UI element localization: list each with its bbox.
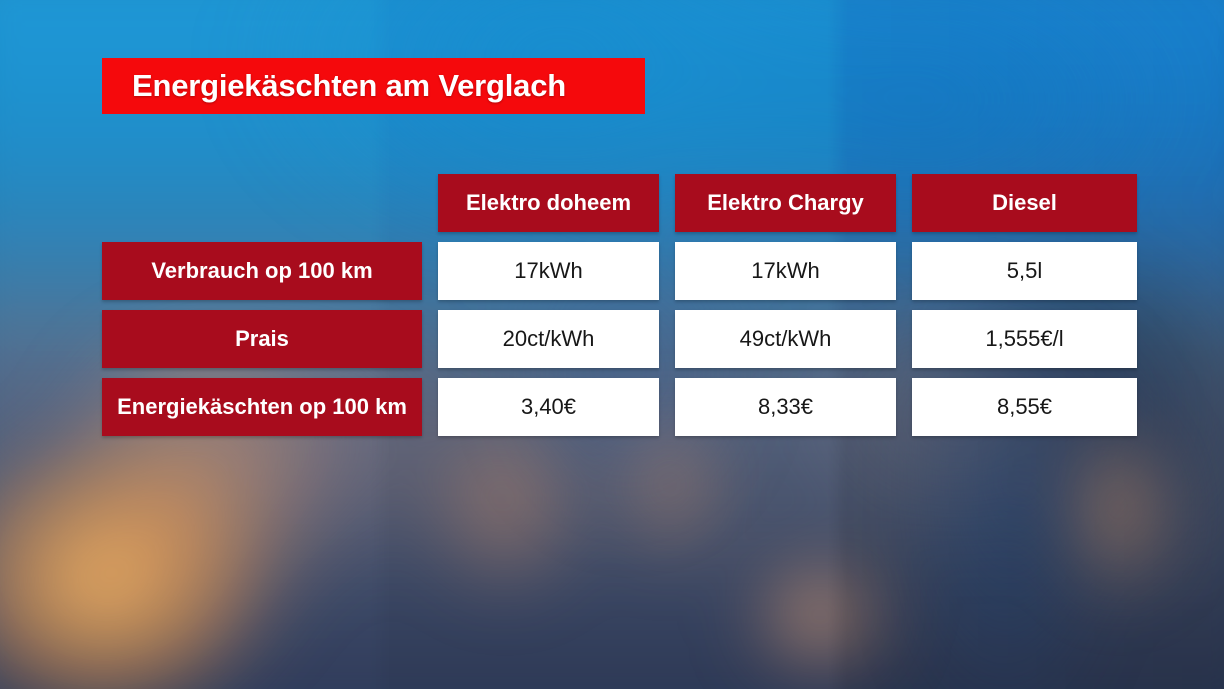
comparison-table: Elektro doheem Elektro Chargy Diesel Ver… [102, 174, 1138, 436]
page-title: Energiekäschten am Verglach [132, 68, 566, 103]
cell-prais-elektro-doheem: 20ct/kWh [438, 310, 659, 368]
cell-verbrauch-elektro-chargy: 17kWh [675, 242, 896, 300]
cell-prais-elektro-chargy: 49ct/kWh [675, 310, 896, 368]
column-header-diesel: Diesel [912, 174, 1137, 232]
row-label-verbrauch: Verbrauch op 100 km [102, 242, 422, 300]
cell-prais-diesel: 1,555€/l [912, 310, 1137, 368]
title-banner: Energiekäschten am Verglach [102, 58, 645, 114]
column-header-elektro-chargy: Elektro Chargy [675, 174, 896, 232]
cell-energiekaeschten-elektro-chargy: 8,33€ [675, 378, 896, 436]
table-corner-cell [102, 174, 422, 232]
cell-energiekaeschten-elektro-doheem: 3,40€ [438, 378, 659, 436]
cell-energiekaeschten-diesel: 8,55€ [912, 378, 1137, 436]
row-label-prais: Prais [102, 310, 422, 368]
row-label-energiekaeschten: Energiekäschten op 100 km [102, 378, 422, 436]
column-header-elektro-doheem: Elektro doheem [438, 174, 659, 232]
cell-verbrauch-elektro-doheem: 17kWh [438, 242, 659, 300]
cell-verbrauch-diesel: 5,5l [912, 242, 1137, 300]
